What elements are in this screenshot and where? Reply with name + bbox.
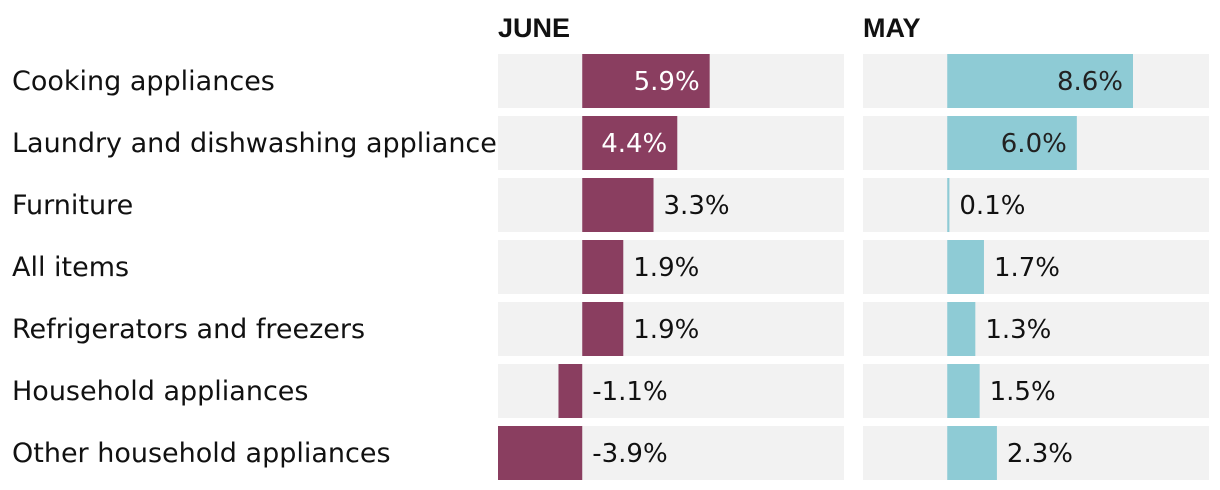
panel-header: JUNE <box>498 13 570 43</box>
row-background <box>863 178 1209 232</box>
bar <box>947 426 997 480</box>
row-background <box>863 426 1209 480</box>
bar <box>558 364 583 418</box>
category-label: Laundry and dishwashing appliances <box>12 128 511 159</box>
bar <box>947 240 984 294</box>
value-label: 1.9% <box>633 315 699 345</box>
value-label: 1.7% <box>994 253 1060 283</box>
category-label: Cooking appliances <box>12 66 275 97</box>
row-background <box>498 240 844 294</box>
value-label: 3.3% <box>664 191 730 221</box>
bar <box>582 54 710 108</box>
panel-header: MAY <box>863 13 921 43</box>
value-label: 1.3% <box>985 315 1051 345</box>
category-label: Household appliances <box>12 376 308 407</box>
bar <box>498 426 583 480</box>
value-label: 6.0% <box>1001 129 1067 159</box>
bar <box>947 178 950 232</box>
row-background <box>863 240 1209 294</box>
category-label: Other household appliances <box>12 438 391 469</box>
category-label: Refrigerators and freezers <box>12 314 365 345</box>
value-label: -1.1% <box>592 377 667 407</box>
row-background <box>498 364 844 418</box>
value-label: 0.1% <box>959 191 1025 221</box>
series-panel: 8.6% 6.0% 0.1% 1.7% 1.3% 1.5% 2.3% <box>863 54 1209 480</box>
bar <box>947 302 976 356</box>
value-label: 2.3% <box>1007 439 1073 469</box>
row-background <box>498 178 844 232</box>
value-label: 8.6% <box>1057 67 1123 97</box>
value-label: 1.5% <box>990 377 1056 407</box>
row-background <box>863 364 1209 418</box>
bar <box>582 178 654 232</box>
value-label: 1.9% <box>633 253 699 283</box>
bar <box>947 364 980 418</box>
row-background <box>498 302 844 356</box>
value-label: 5.9% <box>634 67 700 97</box>
value-label: -3.9% <box>592 439 667 469</box>
series-panel: 5.9% 4.4% 3.3% 1.9% 1.9% -1.1% -3.9% <box>498 54 844 480</box>
value-label: 4.4% <box>601 129 667 159</box>
bar <box>582 240 624 294</box>
category-label: All items <box>12 252 129 283</box>
bar <box>947 54 1133 108</box>
bar <box>582 302 624 356</box>
bar <box>947 116 1077 170</box>
row-background <box>863 302 1209 356</box>
bar <box>582 116 678 170</box>
category-label: Furniture <box>12 190 133 221</box>
